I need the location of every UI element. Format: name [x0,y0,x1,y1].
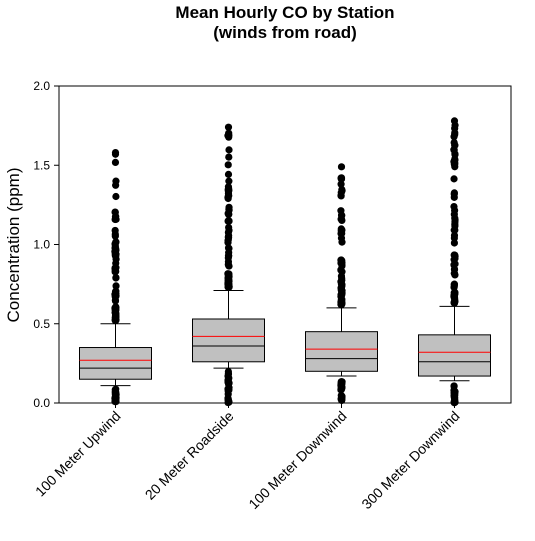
outlier-point [112,192,120,201]
y-axis-title: Concentration (ppm) [4,168,23,323]
outlier-point [225,146,233,154]
outlier-point [225,153,233,161]
outlier-point [224,261,233,269]
outlier-point [224,123,233,131]
y-tick-label: 0.0 [33,396,50,410]
outlier-point [450,261,458,269]
outlier-point [450,382,458,390]
outlier-point [111,316,119,325]
outlier-point [450,251,458,259]
outlier-point [224,161,232,169]
outlier-point [224,170,233,178]
outlier-point [225,384,233,392]
outlier-point [225,177,233,185]
outlier-point [337,163,346,171]
outlier-point [450,157,458,166]
outlier-point [111,226,119,235]
x-tick-label: 20 Meter Roadside [142,408,237,503]
outlier-point [111,232,119,240]
outlier-point [111,268,119,276]
outlier-point [111,395,120,403]
outlier-point [224,217,232,225]
box-iqr [305,331,378,372]
outlier-point [337,277,346,285]
outlier-point [112,287,120,295]
outlier-point [337,180,345,188]
outlier-point [224,244,233,252]
outlier-point [451,398,459,407]
outlier-point [224,187,232,195]
outlier-point [451,298,459,306]
chart-subtitle: (winds from road) [213,23,357,42]
outlier-point [450,226,458,234]
outlier-point [225,205,233,213]
outlier-point [225,252,233,260]
outlier-point [451,220,459,228]
outlier-point [111,293,120,301]
outlier-point [225,129,233,137]
outlier-point [225,282,233,290]
outlier-point [450,231,459,239]
outlier-point [111,245,120,254]
outlier-point [451,288,459,297]
outlier-point [337,385,346,393]
outlier-point [450,117,459,125]
chart-title: Mean Hourly CO by Station [175,3,394,22]
outlier-point [224,372,232,380]
outlier-point [111,148,120,157]
y-tick-label: 1.5 [33,158,50,172]
outlier-point [337,207,345,215]
outlier-point [451,150,459,158]
box-iqr [192,318,265,363]
outlier-point [450,280,459,288]
outlier-point [450,138,458,147]
outlier-point [112,181,120,189]
y-tick-label: 2.0 [33,79,50,93]
outlier-point [451,206,459,215]
outlier-point [111,308,120,316]
outlier-point [112,389,120,397]
y-tick-label: 0.5 [33,317,50,331]
outlier-point [338,392,346,400]
outlier-point [450,269,458,278]
plot-area: 0.0 0.5 1.0 1.5 2.0 100 Meter Upwind 20 Meter … [32,79,512,512]
y-tick-label: 1.0 [33,238,50,252]
outlier-point [225,223,233,232]
outlier-point [337,266,345,274]
outlier-point [112,238,120,246]
outlier-point [450,175,458,183]
outlier-point [451,129,459,137]
outlier-point [337,175,346,183]
box-iqr [79,347,152,380]
outlier-point [337,189,345,197]
outlier-point [338,216,346,225]
outlier-point [338,258,346,267]
outlier-point [337,229,345,238]
outlier-point [224,398,232,407]
outlier-point [224,270,232,278]
outlier-point [224,377,232,386]
x-tick-label: 100 Meter Downwind [245,408,349,512]
outlier-point [338,290,346,299]
outlier-point [451,390,459,398]
outlier-point [338,238,346,246]
box-iqr [418,334,491,377]
outlier-point [112,303,120,311]
outlier-point [112,273,120,282]
outlier-point [450,189,458,197]
outlier-point [112,215,120,223]
x-tick-label: 100 Meter Upwind [32,408,124,500]
outlier-point [224,234,233,242]
outlier-point [224,390,232,398]
outlier-point [112,282,120,290]
outlier-point [338,300,346,308]
outlier-point [450,239,459,247]
outlier-point [111,158,120,166]
x-tick-label: 300 Meter Downwind [358,408,462,512]
